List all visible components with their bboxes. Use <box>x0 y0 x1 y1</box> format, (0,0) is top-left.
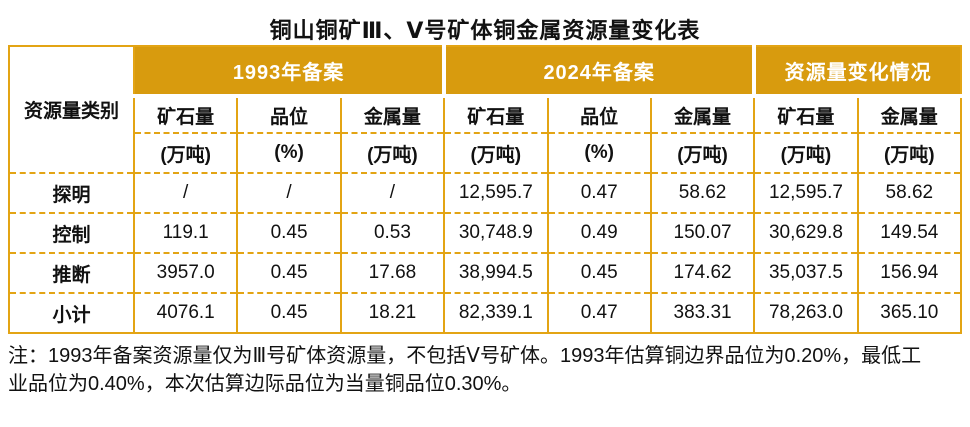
col-header-ore-change: 矿石量 <box>753 96 858 134</box>
col-header-metal-1993: 金属量 <box>339 96 445 134</box>
table-row-controlled: 控制 119.1 0.45 0.53 30,748.9 0.49 150.07 … <box>9 213 961 254</box>
table-cell: 18.21 <box>339 293 445 333</box>
footnote-line1: 注：1993年备案资源量仅为Ⅲ号矿体资源量，不包括Ⅴ号矿体。1993年估算铜边界… <box>8 345 922 367</box>
table-cell: 30,748.9 <box>443 213 548 254</box>
unit-header: (%) <box>236 133 341 174</box>
table-cell: 12,595.7 <box>443 173 548 214</box>
footnote: 注：1993年备案资源量仅为Ⅲ号矿体资源量，不包括Ⅴ号矿体。1993年估算铜边界… <box>8 343 962 398</box>
table-cell: 156.94 <box>856 253 961 294</box>
table-cell: 17.68 <box>339 253 445 294</box>
unit-header: (万吨) <box>649 133 755 174</box>
column-unit-row: (万吨) (%) (万吨) (万吨) (%) (万吨) (万吨) (万吨) <box>9 133 961 174</box>
footnote-line2: 业品位为0.40%，本次估算边际品位为当量铜品位0.30%。 <box>8 372 522 395</box>
table-cell: 0.53 <box>339 213 445 254</box>
unit-header: (万吨) <box>856 133 961 174</box>
table-cell: 365.10 <box>856 293 961 333</box>
table-cell: / <box>236 173 341 214</box>
col-header-metal-2024: 金属量 <box>649 96 755 134</box>
table-cell: 78,263.0 <box>753 293 858 333</box>
col-header-grade-2024: 品位 <box>546 96 651 134</box>
table-cell: 38,994.5 <box>443 253 548 294</box>
table-cell: 149.54 <box>856 213 961 254</box>
column-name-row: 矿石量 品位 金属量 矿石量 品位 金属量 矿石量 金属量 <box>9 96 961 134</box>
group-header-change: 资源量变化情况 <box>752 46 961 98</box>
category-column-header: 资源量类别 <box>9 46 134 174</box>
col-header-ore-1993: 矿石量 <box>132 96 238 134</box>
table-cell: / <box>132 173 238 214</box>
table-cell: 4076.1 <box>132 293 238 333</box>
resource-table: 资源量类别 1993年备案 2024年备案 资源量变化情况 矿石量 品位 金属量… <box>8 45 962 334</box>
table-cell: 0.47 <box>546 173 651 214</box>
table-cell: 12,595.7 <box>753 173 858 214</box>
table-row-subtotal: 小计 4076.1 0.45 18.21 82,339.1 0.47 383.3… <box>9 293 961 333</box>
table-cell: 58.62 <box>649 173 755 214</box>
table-cell: 82,339.1 <box>443 293 548 333</box>
table-cell: 0.47 <box>546 293 651 333</box>
table-cell: 3957.0 <box>132 253 238 294</box>
table-cell: 0.45 <box>236 293 341 333</box>
table-cell: 30,629.8 <box>753 213 858 254</box>
table-title: 铜山铜矿Ⅲ、Ⅴ号矿体铜金属资源量变化表 <box>269 18 701 43</box>
col-header-ore-2024: 矿石量 <box>443 96 548 134</box>
table-cell: 119.1 <box>132 213 238 254</box>
unit-header: (万吨) <box>132 133 238 174</box>
table-row-proved: 探明 / / / 12,595.7 0.47 58.62 12,595.7 58… <box>9 173 961 214</box>
table-cell: / <box>339 173 445 214</box>
row-category: 推断 <box>9 253 134 294</box>
table-cell: 174.62 <box>649 253 755 294</box>
table-cell: 58.62 <box>856 173 961 214</box>
row-category: 小计 <box>52 304 91 326</box>
table-cell: 35,037.5 <box>753 253 858 294</box>
row-category: 控制 <box>9 213 134 254</box>
col-header-grade-1993: 品位 <box>236 96 341 134</box>
table-cell: 0.45 <box>546 253 651 294</box>
table-cell: 383.31 <box>649 293 755 333</box>
col-header-metal-change: 金属量 <box>856 96 961 134</box>
group-header-2024: 2024年备案 <box>442 46 755 98</box>
table-cell: 150.07 <box>649 213 755 254</box>
group-header-row: 资源量类别 1993年备案 2024年备案 资源量变化情况 <box>9 46 961 174</box>
table-cell: 0.45 <box>236 253 341 294</box>
table-cell: 0.45 <box>236 213 341 254</box>
unit-header: (万吨) <box>339 133 445 174</box>
unit-header: (万吨) <box>753 133 858 174</box>
table-cell: 0.49 <box>546 213 651 254</box>
unit-header: (%) <box>546 133 651 174</box>
unit-header: (万吨) <box>443 133 548 174</box>
row-category: 探明 <box>9 173 134 214</box>
table-row-inferred: 推断 3957.0 0.45 17.68 38,994.5 0.45 174.6… <box>9 253 961 294</box>
group-header-1993: 1993年备案 <box>132 46 445 98</box>
